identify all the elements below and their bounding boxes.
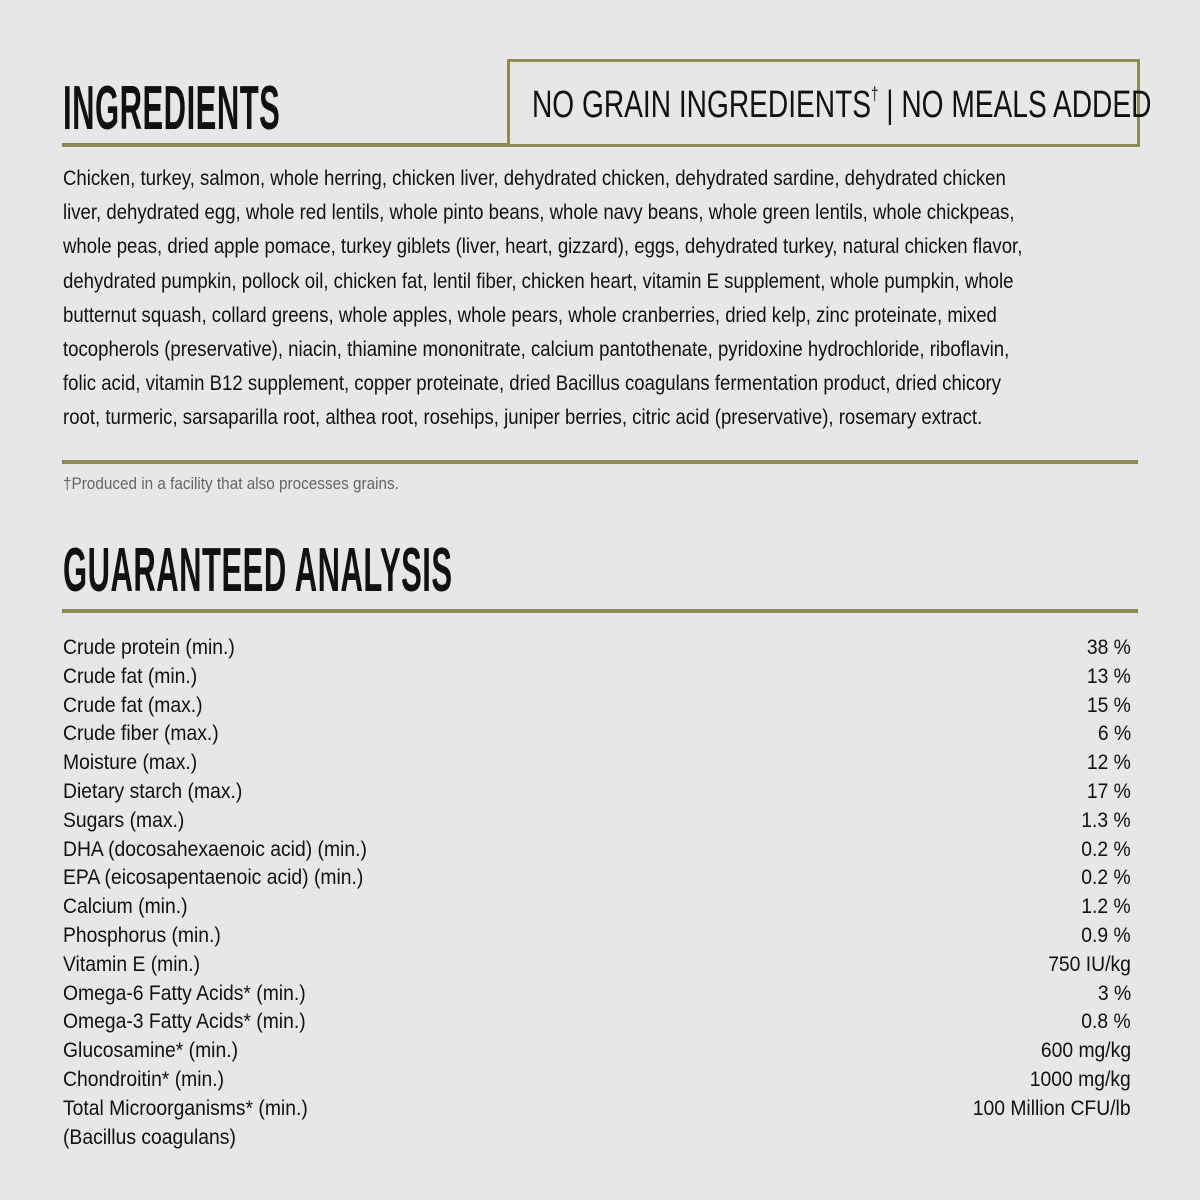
analysis-row: Vitamin E (min.) 750 IU/kg [63,953,1131,982]
ingredients-line: folic acid, vitamin B12 supplement, copp… [63,372,1002,396]
ingredients-line: dehydrated pumpkin, pollock oil, chicken… [63,269,1014,293]
analysis-row: Dietary starch (max.) 17 % [63,780,1131,809]
analysis-label: Crude fiber (max.) [63,722,219,746]
analysis-row: Phosphorus (min.) 0.9 % [63,924,1131,953]
analysis-value: 1000 mg/kg [1030,1067,1131,1091]
analysis-label: Sugars (max.) [63,808,185,832]
analysis-label: Phosphorus (min.) [63,923,221,947]
analysis-row: Crude fiber (max.) 6 % [63,722,1131,751]
analysis-value: 0.8 % [1081,1010,1131,1034]
analysis-value: 13 % [1086,664,1131,688]
ingredients-list: Chicken, turkey, salmon, whole herring, … [63,167,1147,441]
analysis-row: Calcium (min.) 1.2 % [63,895,1131,924]
analysis-label: Glucosamine* (min.) [63,1039,239,1063]
ingredients-line: butternut squash, collard greens, whole … [63,303,997,327]
badge-dagger: † [871,84,879,104]
ingredients-line: liver, dehydrated egg, whole red lentils… [63,201,1015,225]
analysis-row: EPA (eicosapentaenoic acid) (min.) 0.2 % [63,866,1131,895]
analysis-label: Chondroitin* (min.) [63,1067,225,1091]
analysis-row: Sugars (max.) 1.3 % [63,809,1131,838]
analysis-value: 600 mg/kg [1040,1039,1131,1063]
analysis-row: Crude protein (min.) 38 % [63,636,1131,665]
ingredients-title: INGREDIENTS [63,74,281,143]
ingredients-line: root, turmeric, sarsaparilla root, althe… [63,406,983,430]
analysis-row: Crude fat (min.) 13 % [63,665,1131,694]
analysis-row: Total Microorganisms* (min.) 100 Million … [63,1097,1131,1126]
analysis-title: GUARANTEED ANALYSIS [63,536,453,605]
analysis-value: 750 IU/kg [1048,952,1131,976]
analysis-label: Calcium (min.) [63,895,188,919]
ingredients-line: whole peas, dried apple pomace, turkey g… [63,235,1023,259]
badge-text-rest: | NO MEALS ADDED [878,84,1152,126]
analysis-label: EPA (eicosapentaenoic acid) (min.) [63,866,364,890]
analysis-row: (Bacillus coagulans) [63,1126,1131,1155]
analysis-label: Moisture (max.) [63,751,198,775]
analysis-label: Total Microorganisms* (min.) [63,1096,308,1120]
analysis-title-rule [62,609,1138,613]
analysis-row: DHA (docosahexaenoic acid) (min.) 0.2 % [63,838,1131,867]
analysis-value: 17 % [1086,779,1131,803]
analysis-row: Crude fat (max.) 15 % [63,694,1131,723]
ingredients-line: Chicken, turkey, salmon, whole herring, … [63,167,1006,190]
analysis-label: Vitamin E (min.) [63,952,201,976]
analysis-label: Omega-6 Fatty Acids* (min.) [63,981,306,1005]
analysis-value: 3 % [1097,981,1131,1005]
analysis-value: 15 % [1086,693,1131,717]
analysis-row: Omega-3 Fatty Acids* (min.) 0.8 % [63,1010,1131,1039]
ingredients-title-rule [62,143,510,147]
analysis-label: Crude fat (max.) [63,693,203,717]
claims-badge: NO GRAIN INGREDIENTS† | NO MEALS ADDED [507,59,1151,147]
analysis-value: 0.2 % [1081,866,1131,890]
analysis-value: 100 Million CFU/lb [973,1096,1131,1120]
analysis-row: Glucosamine* (min.) 600 mg/kg [63,1039,1131,1068]
analysis-row: Omega-6 Fatty Acids* (min.) 3 % [63,982,1131,1011]
footnote: †Produced in a facility that also proces… [63,474,399,493]
analysis-value: 6 % [1097,722,1131,746]
analysis-label: (Bacillus coagulans) [63,1125,236,1149]
analysis-value: 1.3 % [1081,808,1131,832]
analysis-row: Moisture (max.) 12 % [63,751,1131,780]
analysis-value: 0.9 % [1081,923,1131,947]
analysis-label: Omega-3 Fatty Acids* (min.) [63,1010,306,1034]
analysis-value: 1.2 % [1081,895,1131,919]
analysis-label: Dietary starch (max.) [63,779,243,803]
badge-text: NO GRAIN INGREDIENTS [532,84,872,126]
analysis-table: Crude protein (min.) 38 % Crude fat (min.)… [63,636,1131,1154]
analysis-row: Chondroitin* (min.) 1000 mg/kg [63,1068,1131,1097]
analysis-label: DHA (docosahexaenoic acid) (min.) [63,837,367,861]
analysis-value: 12 % [1086,751,1131,775]
ingredients-line: tocopherols (preservative), niacin, thia… [63,337,1010,361]
analysis-label: Crude protein (min.) [63,636,235,659]
ingredients-bottom-rule [62,460,1138,464]
analysis-value: 0.2 % [1081,837,1131,861]
analysis-value: 38 % [1086,636,1131,659]
analysis-label: Crude fat (min.) [63,664,198,688]
